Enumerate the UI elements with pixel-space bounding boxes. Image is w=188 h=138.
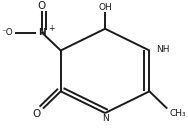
Text: N: N (102, 114, 108, 123)
Text: N: N (38, 28, 46, 37)
Text: NH: NH (156, 45, 170, 54)
Text: ⁻O: ⁻O (1, 28, 13, 37)
Text: +: + (48, 24, 55, 33)
Text: O: O (38, 1, 46, 11)
Text: O: O (32, 109, 40, 119)
Text: OH: OH (98, 3, 112, 12)
Text: CH₃: CH₃ (169, 109, 186, 118)
